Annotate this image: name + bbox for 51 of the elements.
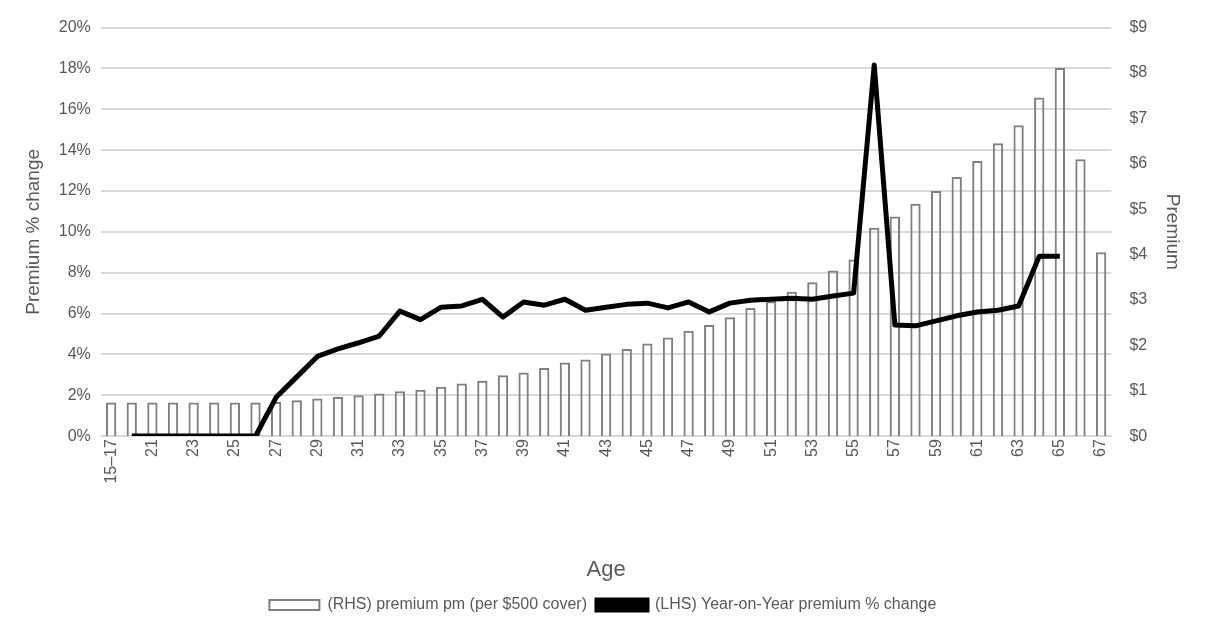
x-tick-label: 45: [637, 439, 655, 457]
x-tick-label: 27: [266, 439, 284, 457]
y-tick-label: 4%: [67, 344, 91, 362]
y-tick-label: 0%: [67, 426, 91, 444]
x-tick-label: 41: [555, 439, 573, 457]
y-tick-label: 18%: [58, 58, 91, 76]
x-tick-label: 35: [431, 439, 449, 457]
x-tick-label: 61: [967, 439, 985, 457]
y2-axis-title: Premium: [1163, 193, 1185, 270]
legend-label: (LHS) Year-on-Year premium % change: [655, 595, 937, 613]
y2-tick-label: $5: [1129, 199, 1148, 217]
x-tick-label: 37: [472, 439, 490, 457]
y2-tick-label: $6: [1129, 154, 1148, 172]
x-tick-label: 29: [307, 439, 325, 457]
y-tick-label: 10%: [58, 222, 91, 240]
x-tick-label: 33: [390, 439, 408, 457]
x-tick-label: 39: [514, 439, 532, 457]
y-tick-label: 16%: [58, 99, 91, 117]
x-tick-label: 43: [596, 439, 614, 457]
y2-tick-label: $2: [1129, 335, 1148, 353]
y2-tick-label: $1: [1129, 381, 1148, 399]
x-axis-title: Age: [586, 555, 626, 581]
y-tick-label: 2%: [67, 385, 91, 403]
x-tick-label: 67: [1091, 439, 1109, 457]
x-tick-label: 15–17: [101, 439, 119, 484]
y-tick-label: 6%: [67, 303, 91, 321]
x-tick-label: 51: [761, 439, 779, 457]
x-tick-label: 59: [926, 439, 944, 457]
y2-tick-label: $7: [1129, 108, 1148, 126]
y2-tick-label: $9: [1129, 18, 1148, 36]
legend-label: (RHS) premium pm (per $500 cover): [327, 595, 587, 613]
y-tick-label: 12%: [58, 181, 91, 199]
x-tick-label: 47: [679, 439, 697, 457]
x-tick-label: 25: [225, 439, 243, 457]
y2-tick-label: $8: [1129, 63, 1148, 81]
x-tick-label: 65: [1050, 439, 1068, 457]
x-tick-label: 49: [720, 439, 738, 457]
y2-tick-label: $0: [1129, 426, 1148, 444]
y-axis-title: Premium % change: [21, 148, 43, 315]
y2-tick-label: $3: [1129, 290, 1148, 308]
x-tick-label: 53: [802, 439, 820, 457]
x-tick-label: 23: [184, 439, 202, 457]
x-tick-label: 21: [142, 439, 160, 457]
y-tick-label: 14%: [58, 140, 91, 158]
x-tick-label: 63: [1009, 439, 1026, 457]
y2-tick-label: $4: [1129, 244, 1148, 262]
x-tick-label: 55: [844, 439, 862, 457]
x-tick-label: 57: [885, 439, 903, 457]
x-tick-label: 31: [349, 439, 367, 457]
y-tick-label: 20%: [58, 18, 91, 36]
y-tick-label: 8%: [67, 263, 91, 281]
